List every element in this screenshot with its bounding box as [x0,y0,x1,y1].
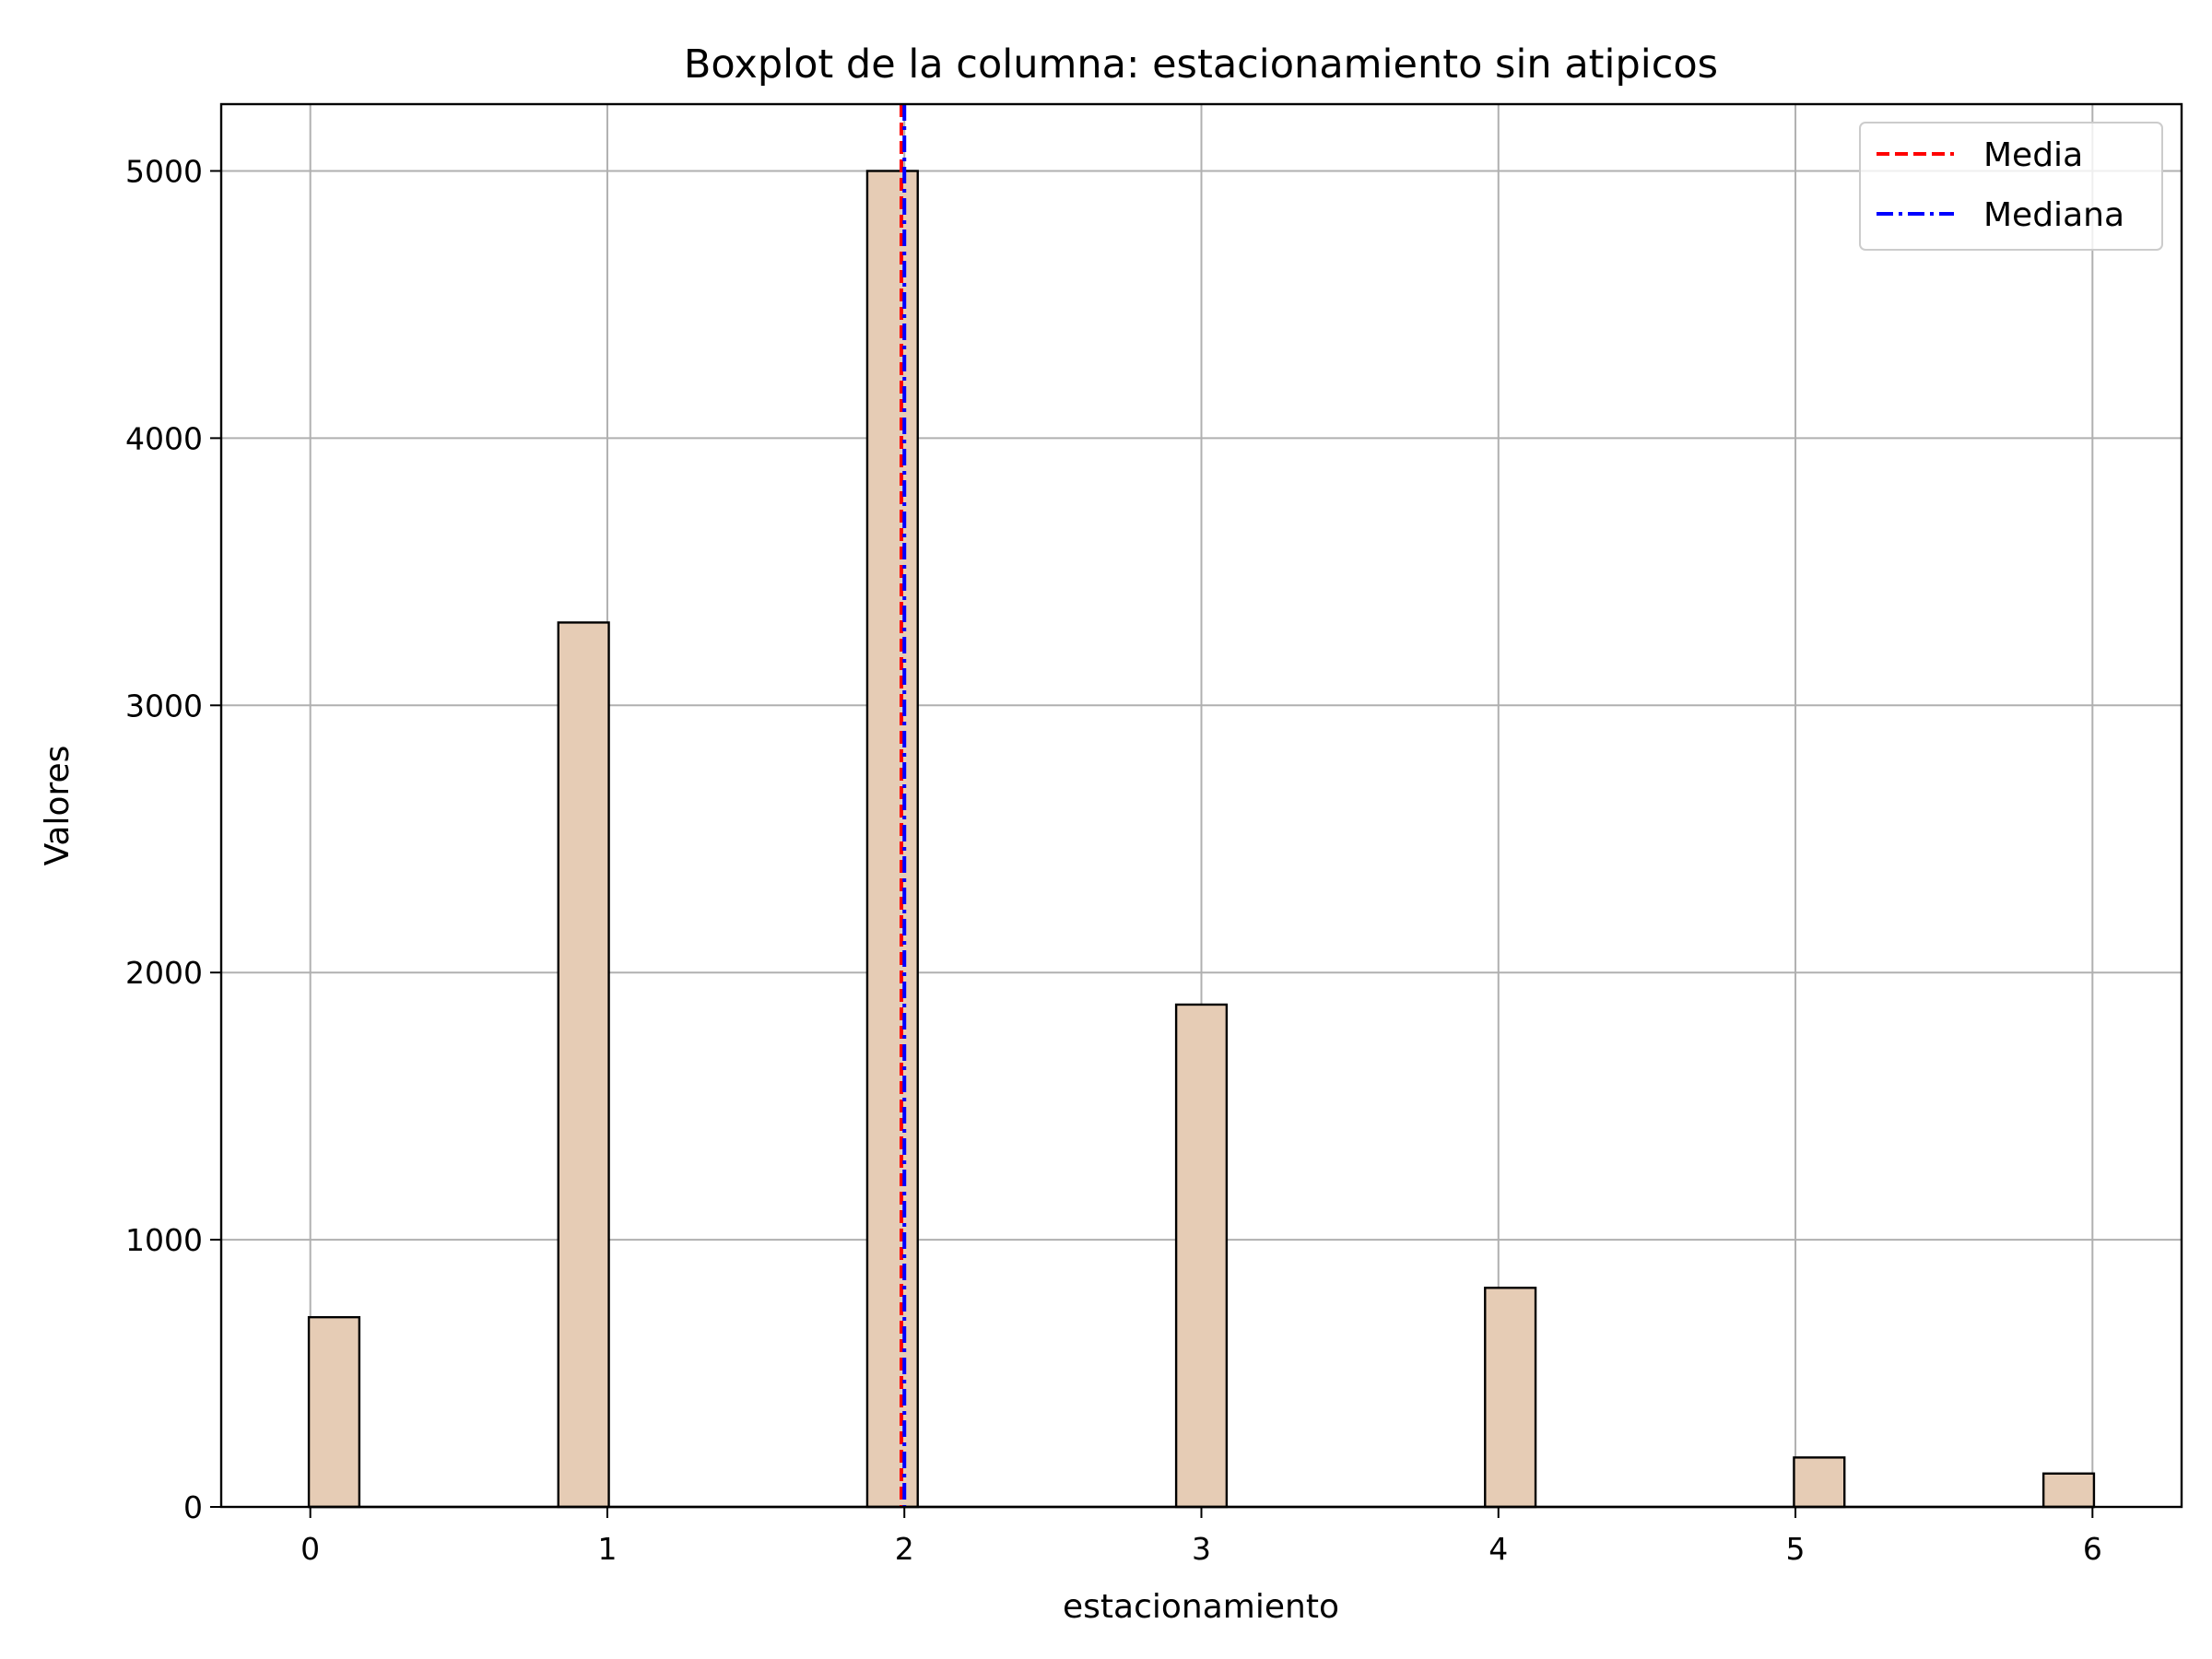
legend-media-label: Media [1983,136,2083,174]
x-tick-label: 5 [1786,1531,1806,1567]
y-tick-label: 3000 [125,688,203,724]
x-tick-label: 2 [895,1531,914,1567]
x-axis: 0 1 2 3 4 5 6 [300,1507,2102,1567]
legend-mediana-label: Mediana [1983,196,2124,234]
y-axis: 0 1000 2000 3000 4000 5000 [125,153,221,1525]
y-tick-label: 4000 [125,420,203,456]
histogram-bar [865,170,919,1509]
histogram-bar [1793,1456,1846,1509]
reference-lines [900,104,907,1507]
y-tick-label: 0 [183,1489,203,1525]
y-tick-label: 5000 [125,153,203,189]
histogram-bar [307,1315,361,1509]
histogram-bar [2041,1472,2096,1509]
y-axis-label: Valores [39,746,76,866]
histogram-bar [1174,1003,1229,1509]
x-tick-label: 6 [2083,1531,2102,1567]
x-axis-label: estacionamiento [1063,1588,1339,1626]
legend: Media Mediana [1859,122,2163,251]
x-tick-label: 3 [1192,1531,1211,1567]
y-tick-label: 1000 [125,1222,203,1258]
y-tick-label: 2000 [125,955,203,991]
x-tick-label: 4 [1488,1531,1508,1567]
histogram-bar [1484,1287,1537,1509]
chart-title: Boxplot de la columna: estacionamiento s… [684,41,1718,88]
x-tick-label: 0 [300,1531,320,1567]
bars [307,170,2096,1509]
x-tick-label: 1 [597,1531,617,1567]
histogram-bar [557,621,610,1509]
